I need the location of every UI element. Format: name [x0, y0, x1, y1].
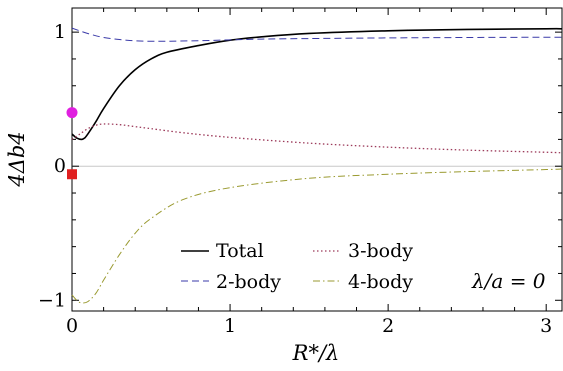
series-3body: [71, 123, 563, 154]
legend-label-3body: 3-body: [348, 240, 413, 262]
y-tick-label: 1: [54, 21, 66, 43]
legend-label-total: Total: [216, 240, 264, 262]
tick-labels: 0 1 2 3−101: [38, 21, 552, 337]
plot-frame: [71, 7, 563, 312]
legend: Total 2-body 3-body 4-body: [181, 240, 413, 293]
x-tick-label: 2: [382, 315, 394, 337]
y-axis-title: 4Δb4: [5, 131, 29, 187]
series-total: [71, 27, 563, 141]
marker-square: [67, 169, 77, 180]
x-tick-label: 1: [224, 315, 236, 337]
marker-circle: [66, 107, 78, 119]
series-4body: [71, 168, 563, 304]
series-group: [71, 27, 563, 304]
x-axis-label: R*/λ: [292, 341, 340, 365]
legend-label-4body: 4-body: [348, 271, 413, 293]
x-tick-label: 3: [540, 315, 552, 337]
parameter-annotation: λ/a = 0: [471, 269, 546, 293]
marker-group: [66, 107, 78, 180]
y-tick-label: −1: [38, 289, 66, 311]
axis-ticks: [71, 8, 562, 311]
y-tick-label: 0: [54, 155, 66, 177]
legend-label-2body: 2-body: [216, 271, 281, 293]
series-2body: [71, 27, 563, 42]
y-axis-label: 4Δb4: [5, 131, 29, 187]
x-tick-label: 0: [66, 315, 78, 337]
